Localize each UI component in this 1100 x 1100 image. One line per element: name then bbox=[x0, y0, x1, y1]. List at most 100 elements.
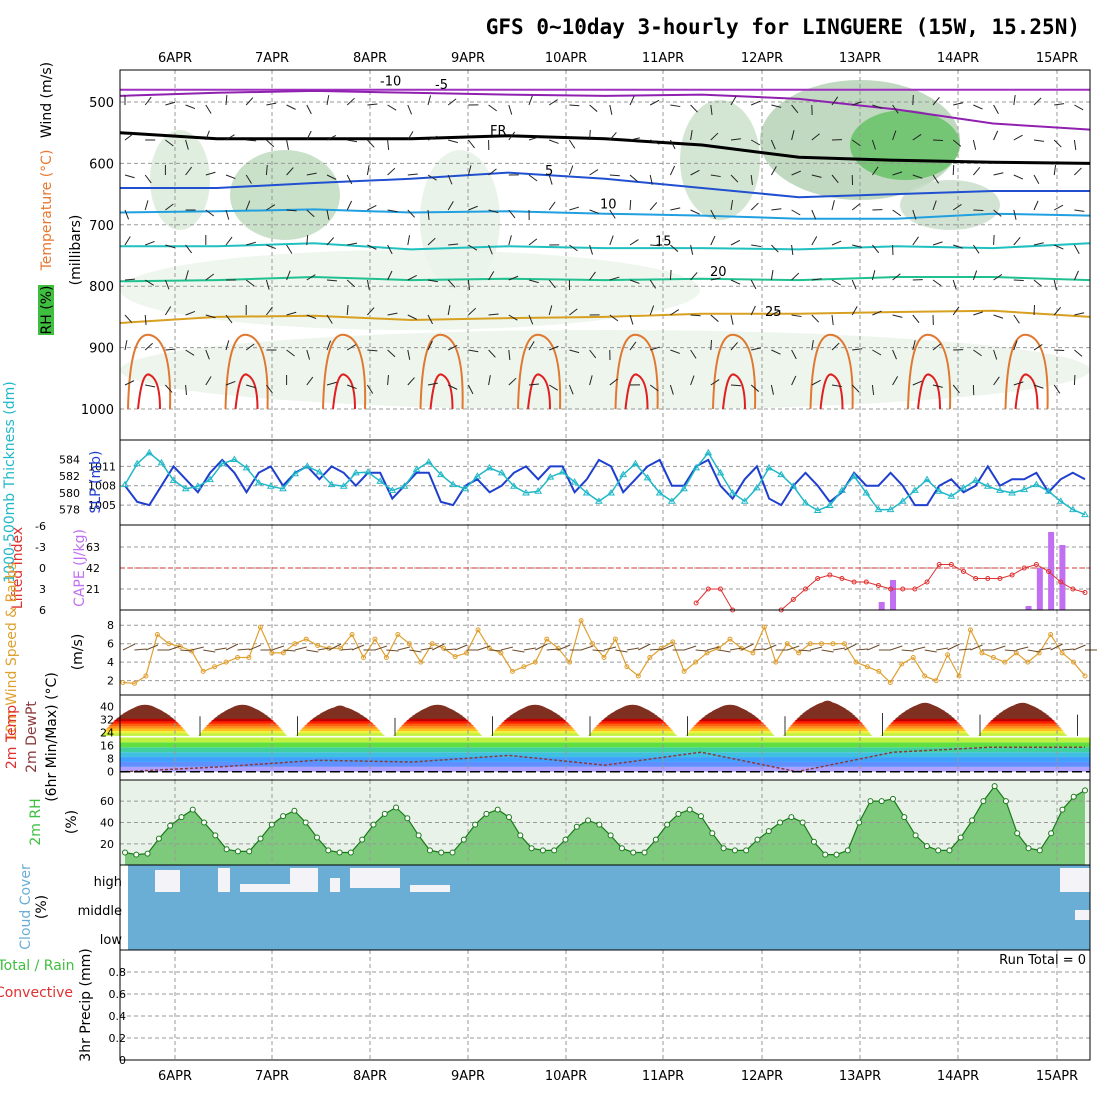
rh-marker bbox=[201, 819, 208, 826]
wind-barb bbox=[851, 384, 860, 393]
wind-barb bbox=[730, 138, 741, 141]
wind-barb bbox=[468, 139, 475, 149]
wind-barb bbox=[912, 236, 919, 246]
temperature-hump bbox=[324, 706, 356, 712]
rh-marker bbox=[731, 847, 738, 854]
wind-barb bbox=[427, 279, 438, 283]
temperature-band bbox=[120, 757, 1090, 762]
temperature-contour bbox=[1014, 373, 1039, 410]
rh-marker bbox=[675, 810, 682, 817]
rh-marker bbox=[506, 814, 512, 821]
wind-speed-marker bbox=[1025, 659, 1031, 665]
wind-barb bbox=[936, 647, 949, 651]
wind-barb bbox=[144, 314, 147, 326]
wind-barb bbox=[144, 200, 149, 211]
thickness-marker bbox=[194, 482, 202, 489]
wind-barb bbox=[448, 139, 458, 144]
wind-barb bbox=[1073, 139, 1077, 150]
wind-barb bbox=[952, 384, 960, 394]
wind-barb bbox=[397, 646, 410, 651]
wind-barb bbox=[488, 271, 495, 281]
temperature-contour bbox=[234, 373, 259, 410]
rh-marker bbox=[359, 836, 366, 843]
wind-barb bbox=[407, 173, 418, 176]
rh-tick-label: 40 bbox=[100, 817, 114, 830]
thickness-marker bbox=[619, 470, 628, 478]
temperature-contour bbox=[819, 373, 844, 410]
cloud-level-label: low bbox=[100, 933, 123, 948]
wind-barb bbox=[589, 244, 594, 255]
wind-barb bbox=[609, 235, 614, 246]
axis-label: CAPE (J/kg) bbox=[72, 529, 88, 607]
wind-speed-marker bbox=[887, 679, 893, 685]
wind-barb bbox=[246, 139, 257, 142]
cape-tick-label: 42 bbox=[86, 562, 100, 575]
thickness-marker bbox=[886, 505, 895, 513]
rh-marker bbox=[1002, 798, 1009, 805]
rh-marker bbox=[1059, 806, 1066, 813]
temperature-contour bbox=[137, 373, 161, 410]
li-marker bbox=[1046, 569, 1052, 574]
wind-barb bbox=[771, 104, 782, 108]
wind-barb bbox=[912, 209, 917, 220]
thickness-marker bbox=[789, 482, 798, 489]
wind-barb bbox=[326, 279, 338, 282]
wind-barb bbox=[629, 279, 640, 284]
thickness-marker bbox=[522, 488, 530, 496]
thickness-marker bbox=[692, 463, 701, 471]
cloud-gap bbox=[1060, 868, 1090, 892]
wind-barb bbox=[387, 104, 397, 111]
temperature-contour bbox=[712, 333, 757, 410]
wind-barb bbox=[185, 384, 187, 396]
wind-speed-marker bbox=[578, 618, 584, 624]
rh-tick-label: 60 bbox=[100, 795, 114, 808]
wind-barb bbox=[528, 174, 538, 182]
wind-barb bbox=[729, 647, 743, 651]
wind-barb bbox=[477, 645, 491, 651]
wind-barb bbox=[913, 646, 926, 651]
wind-barb bbox=[1013, 279, 1024, 282]
wind-barb bbox=[710, 277, 721, 281]
temperature-hump bbox=[820, 700, 835, 705]
wind-speed-marker bbox=[383, 655, 389, 661]
wind-barb bbox=[205, 104, 212, 114]
wind-barb bbox=[528, 136, 539, 141]
wind-barb bbox=[690, 130, 693, 141]
wind-barb bbox=[225, 94, 228, 106]
thickness-marker bbox=[449, 480, 457, 488]
wind-barb bbox=[528, 95, 533, 106]
wind-barb bbox=[528, 238, 538, 246]
wind-barb bbox=[609, 174, 620, 177]
axis-label: 3hr Precip (mm) bbox=[78, 948, 94, 1061]
thickness-marker bbox=[400, 482, 409, 489]
wind-barb bbox=[1013, 134, 1023, 141]
wind-speed-marker bbox=[131, 680, 137, 686]
wind-barb bbox=[528, 314, 534, 325]
wind-barb bbox=[932, 139, 944, 142]
thickness-marker bbox=[412, 465, 421, 473]
wind-barb bbox=[798, 649, 811, 652]
wind-barb bbox=[972, 244, 980, 254]
li-tick-label: 3 bbox=[39, 583, 46, 596]
rh-marker bbox=[415, 832, 422, 839]
wind-barb bbox=[306, 209, 315, 218]
li-tick-label: -3 bbox=[35, 541, 46, 554]
wind-barb bbox=[912, 133, 922, 141]
temperature-contour bbox=[119, 131, 1091, 165]
wind-barb bbox=[1013, 381, 1024, 386]
li-marker bbox=[1082, 590, 1088, 595]
wind-barb bbox=[669, 269, 672, 281]
wind-barb bbox=[851, 279, 857, 290]
wind-barb bbox=[1053, 244, 1064, 250]
wind-barb bbox=[690, 375, 695, 386]
wind-barb bbox=[932, 241, 943, 246]
rh-marker bbox=[325, 847, 332, 854]
wind-barb bbox=[168, 645, 181, 651]
wind-barb bbox=[912, 314, 920, 324]
wind-barb bbox=[750, 279, 757, 290]
wind-barb bbox=[306, 314, 317, 320]
top-day-label: 12APR bbox=[741, 51, 783, 66]
wind-barb bbox=[649, 305, 655, 316]
wind-barb bbox=[684, 645, 697, 651]
pressure-tick-label: 700 bbox=[89, 219, 114, 234]
